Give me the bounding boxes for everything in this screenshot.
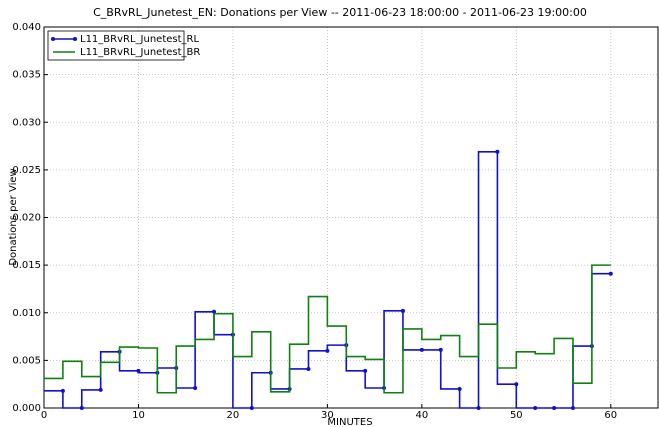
x-tick-label: 20 xyxy=(227,410,240,421)
data-point xyxy=(98,387,103,392)
y-tick-label: 0.035 xyxy=(12,70,41,81)
data-point xyxy=(325,348,330,353)
x-tick-label: 60 xyxy=(604,410,617,421)
plot-frame xyxy=(43,26,659,409)
data-point xyxy=(552,406,557,410)
data-point xyxy=(438,347,443,352)
data-point xyxy=(400,308,405,313)
data-point xyxy=(419,347,424,352)
legend-label: L11_BRvRL_Junetest_RL xyxy=(80,34,199,45)
data-point xyxy=(533,406,538,410)
data-point xyxy=(514,382,519,387)
x-axis-label: MINUTES xyxy=(327,417,372,427)
data-point xyxy=(457,386,462,391)
legend: L11_BRvRL_Junetest_RL L11_BRvRL_Junetest_… xyxy=(47,30,200,61)
data-point xyxy=(249,406,254,410)
data-point xyxy=(306,366,311,371)
data-point xyxy=(79,406,84,410)
chart-title: C_BRvRL_Junetest_EN: Donations per View … xyxy=(93,6,587,19)
x-tick-label: 10 xyxy=(132,410,145,421)
legend-marker xyxy=(73,37,77,41)
y-tick-label: 0.030 xyxy=(12,117,41,128)
y-tick-label: 0.010 xyxy=(12,308,41,319)
data-point xyxy=(363,368,368,373)
y-tick-label: 0.020 xyxy=(12,213,41,224)
x-tick-label: 30 xyxy=(321,410,334,421)
legend-label: L11_BRvRL_Junetest_BR xyxy=(80,47,200,58)
data-point xyxy=(570,406,575,410)
y-tick-label: 0.025 xyxy=(12,165,41,176)
y-tick-label: 0.015 xyxy=(12,260,41,271)
y-axis-label: Donations per View xyxy=(8,168,19,265)
data-point xyxy=(476,406,481,410)
data-point xyxy=(193,385,198,390)
legend-box xyxy=(47,30,185,61)
x-tick-label: 50 xyxy=(510,410,523,421)
data-point xyxy=(608,271,613,276)
y-tick-label: 0.005 xyxy=(12,355,41,366)
data-point xyxy=(136,368,141,373)
x-tick-label: 40 xyxy=(415,410,428,421)
data-point xyxy=(495,149,500,154)
x-tick-label: 0 xyxy=(41,410,47,421)
step-line xyxy=(44,264,611,394)
y-tick-label: 0.040 xyxy=(12,22,41,33)
data-point xyxy=(212,309,217,314)
data-point xyxy=(60,388,65,393)
legend-marker xyxy=(51,37,55,41)
y-tick-label: 0.000 xyxy=(12,403,41,414)
